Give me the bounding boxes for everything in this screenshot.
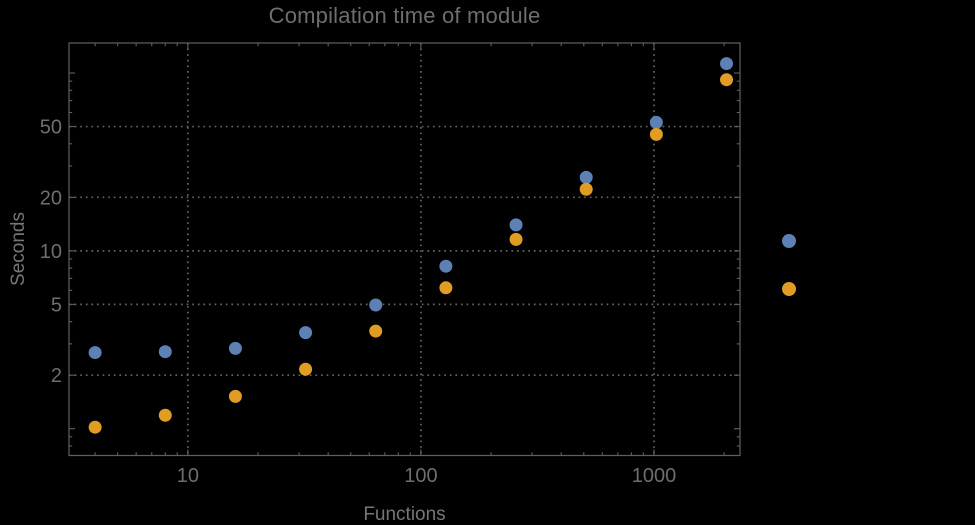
data-point-series-1-blue-x4 [88, 346, 102, 360]
data-point-series-1-blue-x64 [369, 298, 383, 312]
y-tick-label-20: 20 [40, 187, 62, 209]
data-point-series-1-blue-x128 [439, 259, 453, 273]
data-point-series-2-orange-x128 [439, 281, 453, 295]
y-tick-label-10: 10 [40, 241, 62, 263]
chart-title: Compilation time of module [268, 3, 541, 28]
data-point-series-1-blue-x32 [299, 326, 313, 340]
data-point-series-1-blue-x1024 [649, 115, 663, 129]
plot-frame [68, 42, 741, 457]
data-point-series-1-blue-x16 [228, 341, 242, 355]
y-tick-label-50: 50 [40, 117, 62, 139]
data-point-series-1-blue-x8 [158, 345, 172, 359]
data-point-series-2-orange-x64 [369, 324, 383, 338]
x-tick-label-10: 10 [177, 465, 199, 487]
y-tick-label-2: 2 [51, 365, 62, 387]
data-point-series-2-orange-x1024 [649, 127, 663, 141]
data-point-series-2-orange-x32 [299, 362, 313, 376]
legend-marker-series-2-orange [782, 282, 796, 296]
x-tick-label-100: 100 [404, 465, 437, 487]
data-point-series-1-blue-x2048 [720, 57, 734, 71]
data-point-series-2-orange-x256 [509, 232, 523, 246]
data-point-series-2-orange-x16 [228, 389, 242, 403]
data-point-series-1-blue-x256 [509, 218, 523, 232]
data-point-series-2-orange-x4 [88, 420, 102, 434]
legend-marker-series-1-blue [782, 234, 796, 248]
x-axis-label: Functions [363, 504, 446, 525]
data-point-series-1-blue-x512 [579, 170, 593, 184]
data-point-series-2-orange-x512 [579, 182, 593, 196]
data-point-series-2-orange-x2048 [720, 73, 734, 87]
y-tick-label-5: 5 [51, 294, 62, 316]
x-tick-label-1000: 1000 [632, 465, 677, 487]
data-point-series-2-orange-x8 [158, 408, 172, 422]
